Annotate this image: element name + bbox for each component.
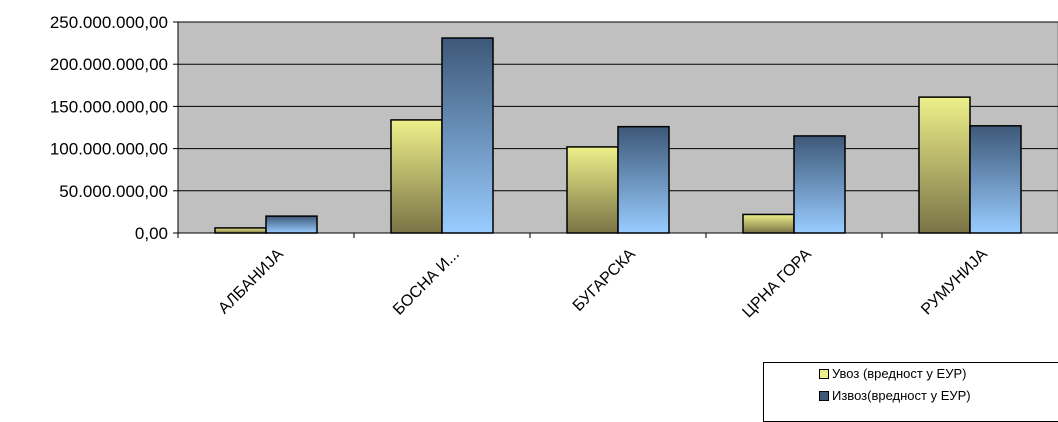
y-tick-label: 150.000.000,00 [50, 97, 168, 116]
legend-swatch-import [819, 368, 829, 379]
y-tick-label: 0,00 [135, 224, 168, 243]
category-label: БОСНА И... [390, 246, 463, 319]
bar-import [214, 227, 267, 234]
legend-label-export: Извоз(вредност у ЕУР) [832, 388, 971, 403]
category-label: РУМУНИЈА [918, 246, 991, 319]
bar-import [390, 119, 443, 234]
legend-swatch-export [819, 390, 829, 401]
y-tick-label: 200.000.000,00 [50, 55, 168, 74]
y-tick-label: 250.000.000,00 [50, 13, 168, 32]
bar-import [742, 213, 795, 234]
legend-item-import: Увоз (вредност у ЕУР) [819, 366, 966, 381]
bar-import [566, 146, 619, 234]
bar-export [265, 215, 318, 234]
bar-export [617, 125, 670, 234]
legend-item-export: Извоз(вредност у ЕУР) [819, 388, 971, 403]
chart-legend: Увоз (вредност у ЕУР) Извоз(вредност у Е… [763, 362, 1058, 422]
bar-export [793, 135, 846, 234]
bar-chart: 0,00 50.000.000,00 100.000.000,00 150.000.0… [50, 13, 1058, 322]
y-tick-label: 100.000.000,00 [50, 140, 168, 159]
category-label: БУГАРСКА [570, 246, 639, 315]
bar-export [969, 125, 1022, 234]
bar-export [441, 37, 494, 234]
bar-import [918, 96, 971, 234]
legend-label-import: Увоз (вредност у ЕУР) [832, 366, 967, 381]
category-label: АЛБАНИЈА [215, 246, 287, 318]
category-label: ЦРНА ГОРА [739, 246, 815, 322]
y-tick-label: 50.000.000,00 [59, 182, 168, 201]
